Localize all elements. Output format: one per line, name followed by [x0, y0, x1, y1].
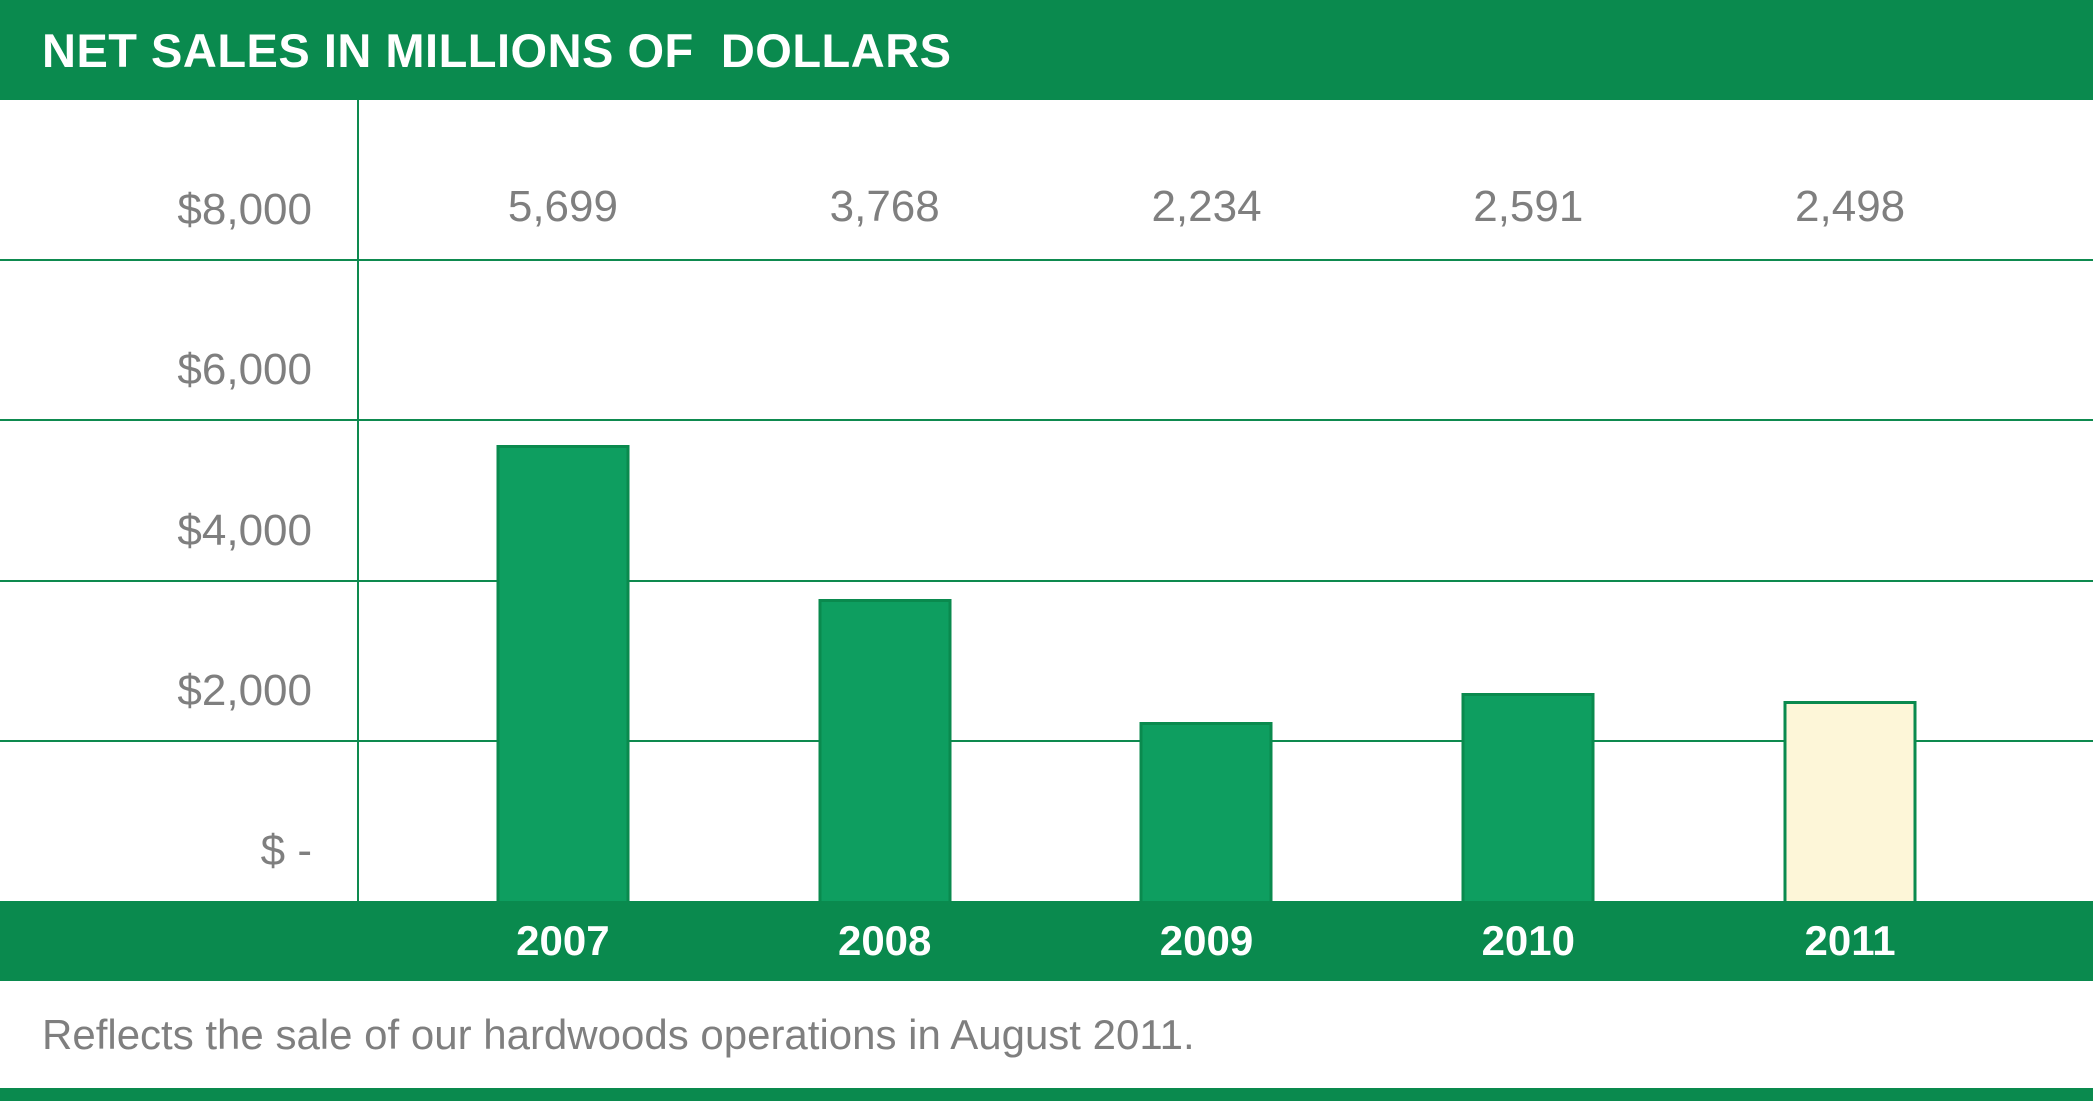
- bar-column: [1689, 100, 2011, 901]
- bar-value-label: 2,591: [1473, 182, 1584, 231]
- gridline: [0, 419, 2093, 422]
- x-axis-category-label: 2010: [1481, 917, 1575, 964]
- gridline: [0, 259, 2093, 262]
- y-axis-tick-label: $6,000: [177, 345, 312, 395]
- x-axis-category-label: 2011: [1804, 917, 1896, 964]
- y-axis-tick-label: $2,000: [177, 665, 312, 715]
- bar-2007: [496, 445, 630, 901]
- bar-value-label: 3,768: [829, 182, 940, 231]
- bar-column: [402, 100, 724, 901]
- bar-value-label: 2,498: [1795, 182, 1906, 231]
- bar-column: [1046, 100, 1368, 901]
- bar-2009: [1139, 722, 1273, 901]
- bar-2008: [818, 599, 952, 901]
- bar-column: [1367, 100, 1689, 901]
- chart-header-bar: NET SALES IN MILLIONS OF DOLLARS: [0, 0, 2093, 100]
- gridline: [0, 579, 2093, 582]
- plot-area: 5,699 3,768 2,234 2,591 2,498 $8,000 $6,000 $4…: [0, 100, 2093, 901]
- x-axis-labels-row: 2007 2008 2009 2010 2011: [402, 901, 2011, 981]
- x-axis-band: 2007 2008 2009 2010 2011: [0, 901, 2093, 981]
- bar-value-label: 5,699: [507, 182, 618, 231]
- bar-value-labels-row: 5,699 3,768 2,234 2,591 2,498: [402, 162, 2011, 252]
- footnote-text: Reflects the sale of our hardwoods opera…: [42, 1010, 1195, 1058]
- chart-title: NET SALES IN MILLIONS OF DOLLARS: [42, 23, 952, 77]
- bottom-green-strip: [0, 1088, 2093, 1101]
- bar-2011: [1783, 701, 1917, 901]
- y-axis-tick-label: $8,000: [177, 185, 312, 235]
- bar-2010: [1461, 693, 1595, 901]
- gridline: [0, 739, 2093, 742]
- y-axis-separator-line: [357, 100, 359, 901]
- y-axis-tick-label: $4,000: [177, 505, 312, 555]
- x-axis-category-label: 2009: [1159, 917, 1254, 964]
- x-axis-category-label: 2008: [837, 917, 932, 964]
- x-axis-category-label: 2007: [516, 917, 610, 964]
- y-axis-tick-label: $ -: [260, 826, 312, 875]
- bar-column: [724, 100, 1046, 901]
- bar-value-label: 2,234: [1151, 182, 1262, 231]
- bars-row: [402, 100, 2011, 901]
- footer-note-area: Reflects the sale of our hardwoods opera…: [0, 981, 2093, 1088]
